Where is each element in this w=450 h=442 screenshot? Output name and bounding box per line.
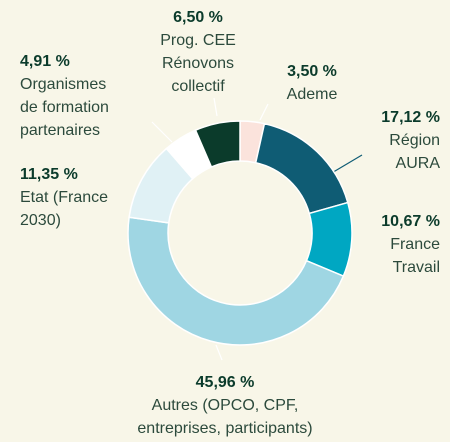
value-label: 4,91 % [20, 53, 70, 70]
category-label: AURA [396, 155, 441, 172]
category-label: Ademe [287, 86, 338, 103]
category-label: partenaires [20, 122, 100, 139]
category-label: Etat (France [20, 189, 108, 206]
leader-line [213, 97, 218, 117]
category-label: 2030) [20, 212, 61, 229]
leader-line [329, 154, 363, 175]
value-label: 11,35 % [20, 166, 78, 183]
category-label: collectif [171, 78, 225, 95]
value-label: 17,12 % [381, 109, 440, 126]
category-label: Rénovons [162, 55, 234, 72]
category-label: Autres (OPCO, CPF, [152, 397, 299, 414]
category-label: Organismes [20, 76, 106, 93]
value-label: 3,50 % [287, 63, 337, 80]
category-label: entreprises, participants) [137, 420, 312, 437]
category-label: Région [389, 132, 440, 149]
donut-segment [127, 216, 345, 346]
leader-line [259, 103, 269, 121]
value-label: 10,67 % [381, 213, 440, 230]
category-label: Prog. CEE [160, 32, 236, 49]
leader-line [215, 344, 223, 361]
category-label: de formation [20, 99, 109, 116]
donut-segment [194, 120, 241, 168]
leader-line [151, 121, 173, 143]
category-label: Travail [393, 259, 440, 276]
value-label: 6,50 % [173, 9, 223, 26]
value-label: 45,96 % [196, 374, 255, 391]
category-label: France [390, 236, 440, 253]
